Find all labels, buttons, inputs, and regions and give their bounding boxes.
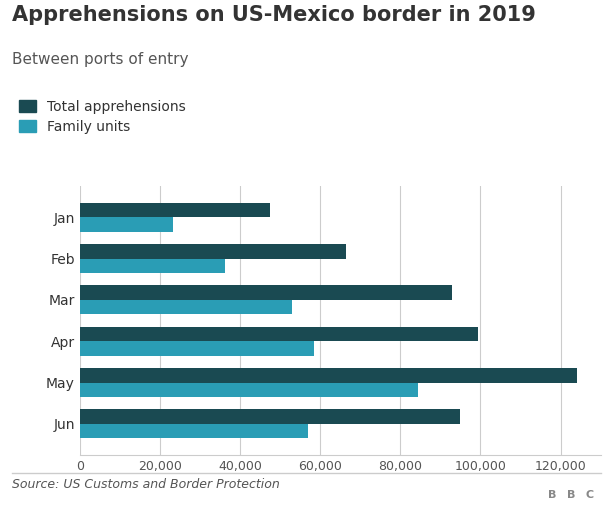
FancyBboxPatch shape — [563, 481, 579, 509]
Text: Source: US Customs and Border Protection: Source: US Customs and Border Protection — [12, 478, 280, 491]
Bar — [80, 244, 346, 258]
Bar — [80, 217, 173, 232]
Bar — [80, 300, 292, 314]
Legend: Total apprehensions, Family units: Total apprehensions, Family units — [19, 100, 186, 133]
Text: Apprehensions on US-Mexico border in 2019: Apprehensions on US-Mexico border in 201… — [12, 5, 536, 25]
Bar — [80, 285, 452, 300]
Bar — [80, 424, 308, 438]
Text: C: C — [585, 490, 593, 500]
Text: B: B — [548, 490, 557, 500]
Bar — [80, 368, 577, 383]
Bar — [80, 258, 225, 273]
Bar — [80, 409, 460, 424]
Text: Between ports of entry: Between ports of entry — [12, 52, 189, 67]
Bar — [80, 203, 270, 217]
FancyBboxPatch shape — [544, 481, 560, 509]
Bar — [80, 341, 314, 356]
Bar — [80, 383, 418, 397]
Bar — [80, 327, 478, 341]
Text: B: B — [566, 490, 575, 500]
FancyBboxPatch shape — [581, 481, 597, 509]
